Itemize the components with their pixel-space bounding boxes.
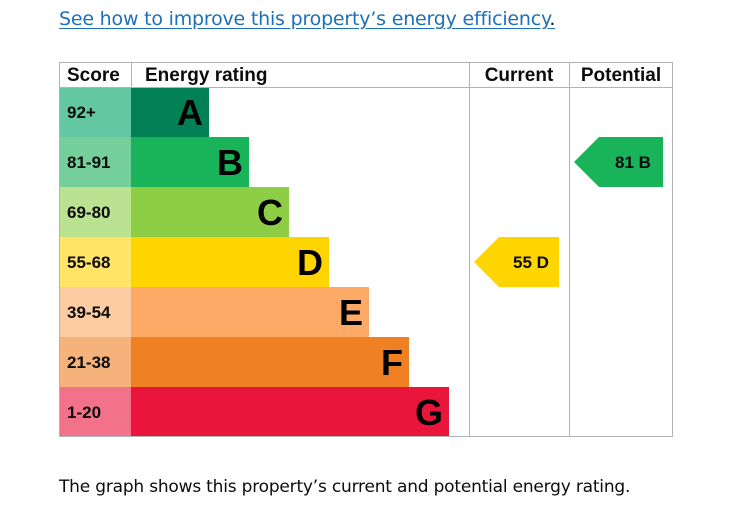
band-bar-c	[131, 187, 289, 237]
score-range-b: 81-91	[67, 153, 110, 172]
potential-rating-label: 81 B	[615, 153, 651, 172]
band-bar-e	[131, 287, 369, 337]
band-letter-e: E	[339, 292, 363, 333]
band-bar-f	[131, 337, 409, 387]
improve-efficiency-link-text[interactable]: See how to improve this property’s energ…	[59, 8, 550, 30]
table-grid	[59, 62, 673, 437]
table-border	[59, 62, 673, 437]
score-range-c: 69-80	[67, 203, 110, 222]
current-rating-label: 55 D	[513, 253, 549, 272]
band-bar-a	[131, 87, 209, 137]
score-cell-d	[59, 237, 131, 287]
band-letter-f: F	[381, 342, 403, 383]
potential-arrow	[574, 137, 663, 187]
score-cell-f	[59, 337, 131, 387]
score-range-e: 39-54	[67, 303, 111, 322]
header-energy-rating: Energy rating	[145, 65, 267, 86]
score-range-f: 21-38	[67, 353, 110, 372]
score-range-a: 92+	[67, 103, 96, 122]
band-letter-d: D	[297, 242, 323, 283]
band-letter-g: G	[415, 392, 443, 433]
rating-arrows: 55 D 81 B	[474, 137, 663, 287]
band-letter-c: C	[257, 192, 283, 233]
score-cell-b	[59, 137, 131, 187]
link-trailing-period: .	[549, 8, 556, 30]
header-current: Current	[485, 65, 554, 86]
table-headers: Score Energy rating Current Potential	[67, 65, 661, 86]
header-score: Score	[67, 65, 120, 86]
score-cell-g	[59, 387, 131, 437]
score-column: 92+ 81-91 69-80 55-68 39-54 21-38 1-20	[59, 87, 131, 437]
score-cell-c	[59, 187, 131, 237]
band-letter-b: B	[217, 142, 243, 183]
score-range-g: 1-20	[67, 403, 101, 422]
score-cell-a	[59, 87, 131, 137]
improve-efficiency-link[interactable]: See how to improve this property’s energ…	[59, 8, 555, 30]
band-bar-d	[131, 237, 329, 287]
chart-caption: The graph shows this property’s current …	[59, 477, 631, 497]
energy-rating-chart: 92+ 81-91 69-80 55-68 39-54 21-38 1-20 ABCDEFG…	[59, 62, 673, 437]
score-range-d: 55-68	[67, 253, 110, 272]
header-potential: Potential	[581, 65, 661, 86]
band-letter-a: A	[177, 92, 203, 133]
current-arrow	[474, 237, 559, 287]
band-bar-g	[131, 387, 449, 437]
score-cell-e	[59, 287, 131, 337]
band-bar-b	[131, 137, 249, 187]
